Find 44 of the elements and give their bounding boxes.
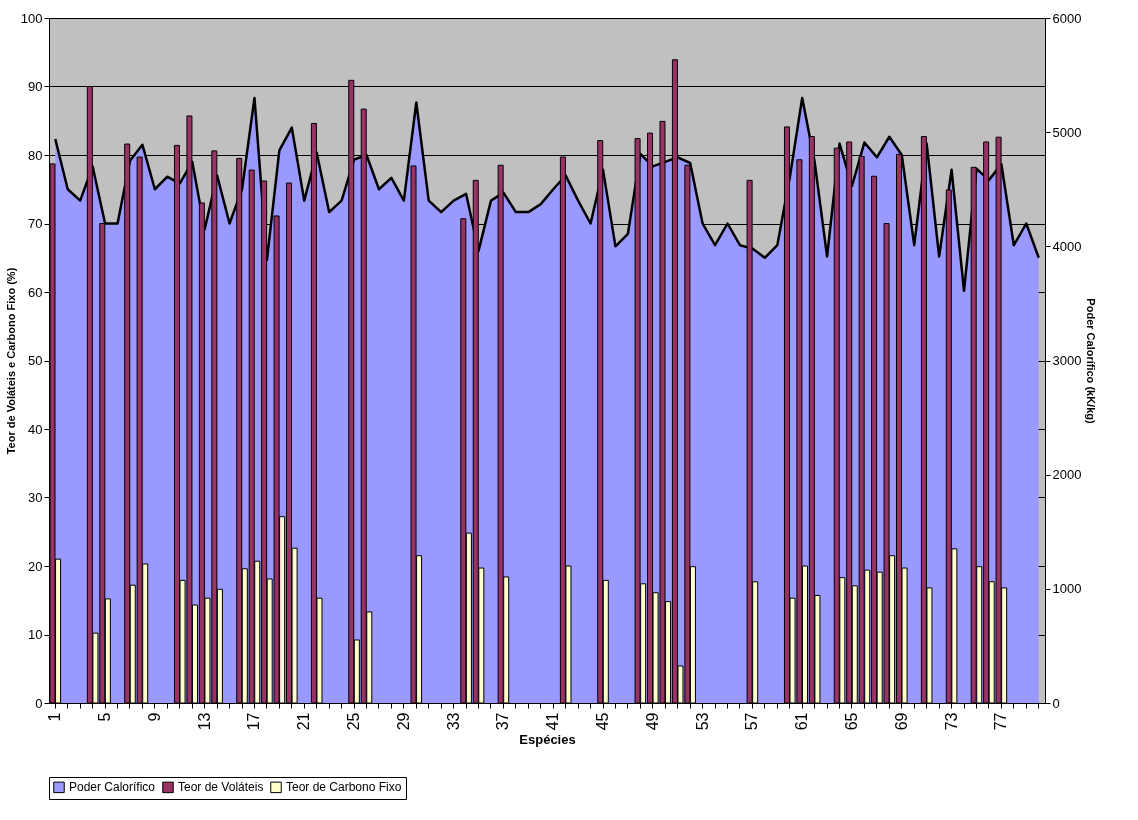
- y-tick-label: 100: [20, 10, 43, 26]
- y-tick-label: 70: [28, 216, 43, 231]
- y-axis-title: Teor de Voláteis e Carbono Fixo (%): [4, 267, 17, 455]
- y2-tick-label: 0: [1052, 695, 1060, 711]
- legend-label: Teor de Voláteis: [178, 780, 264, 795]
- x-tick-label: 21: [295, 712, 313, 731]
- x-tick-label: 5: [96, 712, 114, 722]
- y-tick-label: 50: [28, 353, 43, 368]
- x-axis-title: Espécies: [519, 732, 576, 748]
- x-tick-label: 41: [544, 712, 562, 731]
- y2-tick-label: 6000: [1052, 10, 1082, 26]
- x-tick-label: 73: [942, 712, 960, 731]
- y2-tick-label: 2000: [1052, 467, 1082, 483]
- y2-tick-label: 1000: [1052, 581, 1082, 597]
- y-tick-label: 20: [28, 558, 43, 574]
- x-tick-label: 65: [842, 712, 860, 731]
- y-tick-label: 80: [28, 147, 43, 163]
- y2-tick-label: 5000: [1052, 124, 1082, 140]
- x-tick-label: 1: [46, 712, 64, 722]
- y2-tick-label: 3000: [1052, 353, 1082, 368]
- x-tick-label: 49: [643, 712, 661, 731]
- x-tick-label: 69: [892, 712, 910, 731]
- legend-label: Poder Calorífico: [69, 780, 156, 795]
- y-tick-label: 30: [28, 490, 43, 505]
- x-tick-label: 53: [693, 712, 711, 731]
- x-tick-label: 29: [394, 712, 412, 731]
- y-tick-label: 10: [28, 627, 43, 642]
- y-tick-label: 40: [28, 421, 43, 437]
- x-tick-label: 61: [793, 712, 811, 731]
- x-tick-label: 9: [145, 712, 163, 722]
- y-tick-label: 0: [35, 695, 43, 711]
- y-tick-label: 90: [28, 79, 43, 94]
- x-tick-label: 13: [195, 712, 213, 731]
- x-tick-label: 25: [345, 712, 363, 731]
- x-tick-label: 77: [992, 712, 1010, 731]
- x-tick-label: 57: [743, 712, 761, 731]
- x-tick-label: 17: [245, 712, 263, 731]
- y-tick-label: 60: [28, 284, 43, 300]
- x-tick-label: 37: [494, 712, 512, 731]
- x-tick-label: 45: [594, 712, 612, 731]
- y2-axis-title: Poder Calorífico (kK/kg): [1085, 298, 1098, 424]
- x-tick-label: 33: [444, 712, 462, 731]
- legend-label: Teor de Carbono Fixo: [286, 780, 402, 795]
- y2-tick-label: 4000: [1052, 238, 1082, 254]
